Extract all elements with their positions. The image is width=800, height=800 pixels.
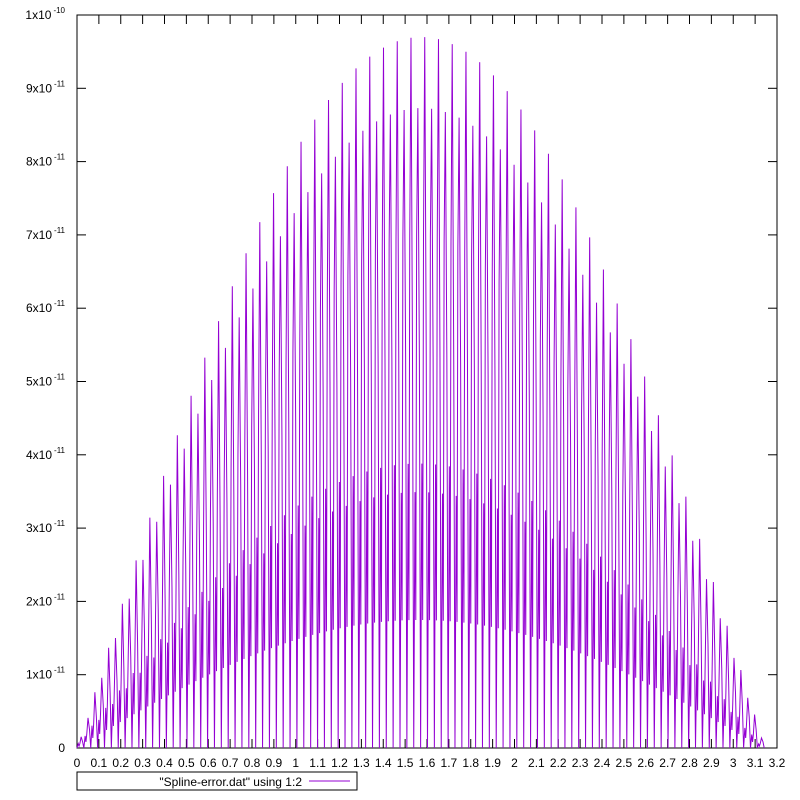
x-tick-label: 1.4	[375, 756, 392, 770]
x-tick-label: 3.1	[747, 756, 764, 770]
x-tick-label: 1.5	[397, 756, 414, 770]
x-tick-label: 1.1	[309, 756, 326, 770]
x-tick-label: 0.7	[222, 756, 239, 770]
y-tick-label: 5x10 -11	[26, 373, 66, 389]
x-tick-label: 1.6	[419, 756, 436, 770]
y-tick-label: 1x10 -10	[25, 6, 65, 22]
x-tick-label: 0.4	[156, 756, 173, 770]
x-tick-label: 0.9	[266, 756, 283, 770]
y-tick-label: 2x10 -11	[26, 592, 66, 608]
y-tick-label: 7x10 -11	[26, 226, 66, 242]
x-tick-label: 3.2	[769, 756, 786, 770]
y-tick-label: 3x10 -11	[26, 519, 66, 535]
x-axis: 0 0.1 0.2 0.3 0.4 0.5 0.6 0.7 0.8 0.9 1 1.1 1.2 1.3 1.…	[74, 15, 786, 770]
x-tick-label: 2.7	[659, 756, 676, 770]
x-tick-label: 1.2	[331, 756, 348, 770]
x-tick-label: 2.6	[637, 756, 654, 770]
y-tick-label: 6x10 -11	[26, 299, 66, 315]
y-tick-label: 8x10 -11	[26, 153, 66, 169]
y-tick-label: 4x10 -11	[26, 446, 66, 462]
legend: "Spline-error.dat" using 1:2	[76, 771, 358, 791]
y-tick-label: 9x10 -11	[26, 79, 66, 95]
x-tick-label: 0	[74, 756, 81, 770]
x-tick-label: 2	[511, 756, 518, 770]
y-tick-label: 0	[58, 741, 65, 755]
x-tick-label: 0.2	[112, 756, 129, 770]
plot-area	[76, 37, 765, 749]
x-tick-label: 2.3	[572, 756, 589, 770]
x-tick-label: 2.2	[550, 756, 567, 770]
y-tick-label: 1x10 -11	[26, 666, 66, 682]
legend-box	[76, 771, 358, 791]
x-tick-label: 0.5	[178, 756, 195, 770]
x-tick-label: 2.1	[528, 756, 545, 770]
x-tick-label: 0.1	[91, 756, 108, 770]
x-tick-label: 1.3	[353, 756, 370, 770]
x-tick-label: 1.8	[462, 756, 479, 770]
x-tick-label: 0.8	[244, 756, 261, 770]
x-tick-label: 3	[730, 756, 737, 770]
x-tick-label: 2.5	[616, 756, 633, 770]
x-tick-label: 2.9	[703, 756, 720, 770]
y-axis: 0 1x10 -11 2x10 -11 3x10 -11 4x10 -11 5x10 -11 6x10…	[25, 6, 777, 755]
x-tick-label: 0.3	[134, 756, 151, 770]
x-tick-label: 1	[292, 756, 299, 770]
x-tick-label: 2.4	[594, 756, 611, 770]
x-tick-label: 2.8	[681, 756, 698, 770]
legend-label: "Spline-error.dat" using 1:2	[159, 775, 302, 789]
x-tick-label: 0.6	[200, 756, 217, 770]
x-tick-label: 1.9	[484, 756, 501, 770]
series-line	[76, 37, 765, 749]
x-tick-label: 1.7	[441, 756, 458, 770]
